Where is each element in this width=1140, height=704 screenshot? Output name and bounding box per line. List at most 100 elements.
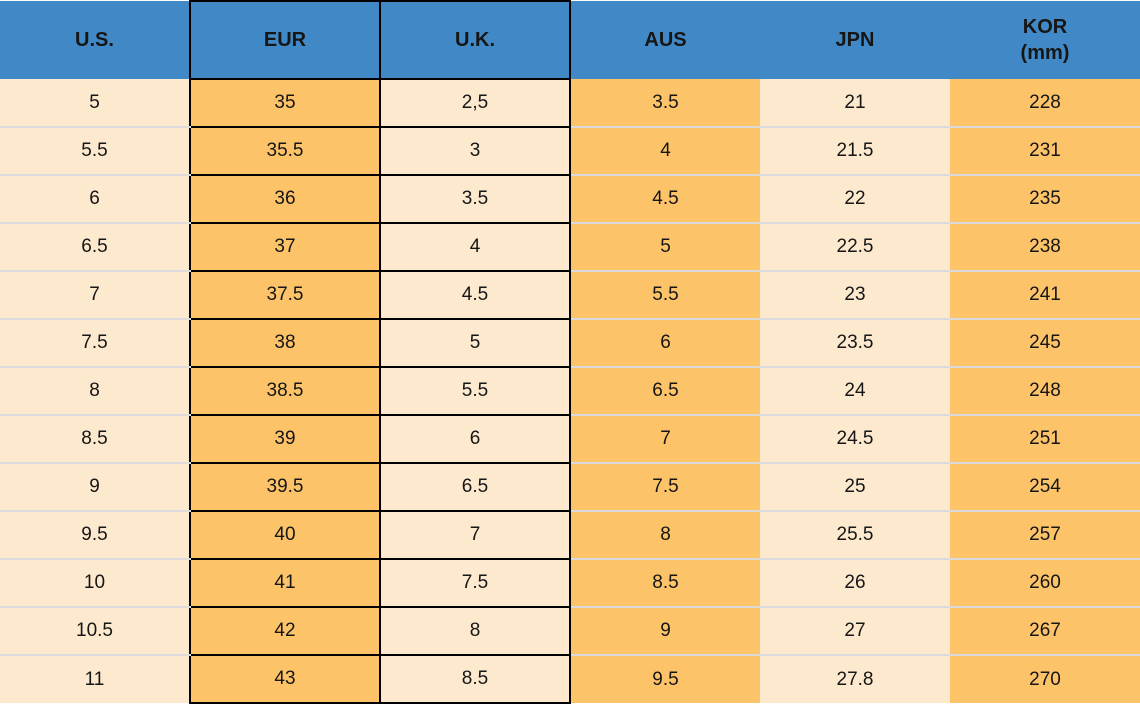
table-cell: 2,5	[379, 78, 571, 128]
table-cell: 8	[379, 606, 571, 656]
table-cell: 245	[950, 319, 1140, 368]
table-cell: 3.5	[570, 79, 760, 128]
table-cell: 6.5	[379, 462, 571, 512]
table-cell: 42	[189, 606, 381, 656]
table-cell: 26	[760, 559, 950, 608]
table-cell: 43	[189, 654, 381, 704]
table-row: 10.5 42 8 9 27 267	[0, 606, 1140, 656]
table-row: 10 41 7.5 8.5 26 260	[0, 558, 1140, 608]
table-cell: 37	[189, 222, 381, 272]
table-cell: 8.5	[0, 415, 190, 464]
table-cell: 10	[0, 559, 190, 608]
table-cell: 39	[189, 414, 381, 464]
table-cell: 35	[189, 78, 381, 128]
table-cell: 4	[379, 222, 571, 272]
table-cell: 10.5	[0, 607, 190, 656]
table-cell: 5.5	[379, 366, 571, 416]
table-cell: 41	[189, 558, 381, 608]
table-cell: 36	[189, 174, 381, 224]
table-cell: 251	[950, 415, 1140, 464]
table-cell: 22	[760, 175, 950, 224]
table-row: 8 38.5 5.5 6.5 24 248	[0, 366, 1140, 416]
header-cell-uk: U.K.	[379, 0, 571, 80]
table-cell: 238	[950, 223, 1140, 272]
table-cell: 38	[189, 318, 381, 368]
table-cell: 5.5	[0, 127, 190, 176]
table-cell: 235	[950, 175, 1140, 224]
table-cell: 254	[950, 463, 1140, 512]
table-cell: 7	[379, 510, 571, 560]
header-kor-unit: (mm)	[1020, 42, 1070, 64]
table-cell: 27.8	[760, 655, 950, 703]
header-cell-jpn: JPN	[760, 1, 950, 79]
table-cell: 248	[950, 367, 1140, 416]
table-row: 7 37.5 4.5 5.5 23 241	[0, 270, 1140, 320]
table-row: 5.5 35.5 3 4 21.5 231	[0, 126, 1140, 176]
table-row: 11 43 8.5 9.5 27.8 270	[0, 654, 1140, 704]
table-cell: 267	[950, 607, 1140, 656]
table-cell: 5	[0, 79, 190, 128]
header-cell-kor: KOR (mm)	[950, 1, 1140, 79]
table-cell: 7	[0, 271, 190, 320]
table-row: 9 39.5 6.5 7.5 25 254	[0, 462, 1140, 512]
table-cell: 4.5	[570, 175, 760, 224]
table-cell: 38.5	[189, 366, 381, 416]
table-cell: 8.5	[570, 559, 760, 608]
table-cell: 7.5	[570, 463, 760, 512]
table-cell: 7.5	[379, 558, 571, 608]
table-cell: 3.5	[379, 174, 571, 224]
table-row: 5 35 2,5 3.5 21 228	[0, 78, 1140, 128]
table-row: 9.5 40 7 8 25.5 257	[0, 510, 1140, 560]
table-cell: 6	[0, 175, 190, 224]
table-cell: 9	[570, 607, 760, 656]
table-cell: 3	[379, 126, 571, 176]
table-row: 6.5 37 4 5 22.5 238	[0, 222, 1140, 272]
table-cell: 6.5	[570, 367, 760, 416]
table-cell: 270	[950, 655, 1140, 703]
table-cell: 23	[760, 271, 950, 320]
table-cell: 22.5	[760, 223, 950, 272]
table-cell: 40	[189, 510, 381, 560]
table-cell: 8.5	[379, 654, 571, 704]
table-cell: 39.5	[189, 462, 381, 512]
table-cell: 23.5	[760, 319, 950, 368]
header-cell-aus: AUS	[570, 1, 760, 79]
table-cell: 260	[950, 559, 1140, 608]
table-cell: 7.5	[0, 319, 190, 368]
table-cell: 35.5	[189, 126, 381, 176]
table-cell: 24	[760, 367, 950, 416]
table-cell: 24.5	[760, 415, 950, 464]
table-cell: 9	[0, 463, 190, 512]
table-cell: 5.5	[570, 271, 760, 320]
table-cell: 11	[0, 655, 190, 703]
table-cell: 4	[570, 127, 760, 176]
table-cell: 6	[570, 319, 760, 368]
table-cell: 37.5	[189, 270, 381, 320]
header-cell-eur: EUR	[189, 0, 381, 80]
table-cell: 21.5	[760, 127, 950, 176]
table-row: 6 36 3.5 4.5 22 235	[0, 174, 1140, 224]
header-row: U.S. EUR U.K. AUS JPN KOR (mm)	[0, 0, 1140, 80]
table-cell: 25.5	[760, 511, 950, 560]
table-cell: 231	[950, 127, 1140, 176]
table-row: 7.5 38 5 6 23.5 245	[0, 318, 1140, 368]
table-cell: 7	[570, 415, 760, 464]
table-cell: 9.5	[570, 655, 760, 703]
table-cell: 4.5	[379, 270, 571, 320]
header-cell-us: U.S.	[0, 1, 190, 79]
table-cell: 5	[570, 223, 760, 272]
table-row: 8.5 39 6 7 24.5 251	[0, 414, 1140, 464]
table-cell: 228	[950, 79, 1140, 128]
table-cell: 8	[570, 511, 760, 560]
table-cell: 241	[950, 271, 1140, 320]
table-cell: 8	[0, 367, 190, 416]
table-cell: 9.5	[0, 511, 190, 560]
table-cell: 6.5	[0, 223, 190, 272]
table-cell: 27	[760, 607, 950, 656]
table-cell: 257	[950, 511, 1140, 560]
table-cell: 25	[760, 463, 950, 512]
header-kor-label: KOR	[1022, 16, 1068, 38]
table-cell: 21	[760, 79, 950, 128]
table-cell: 5	[379, 318, 571, 368]
